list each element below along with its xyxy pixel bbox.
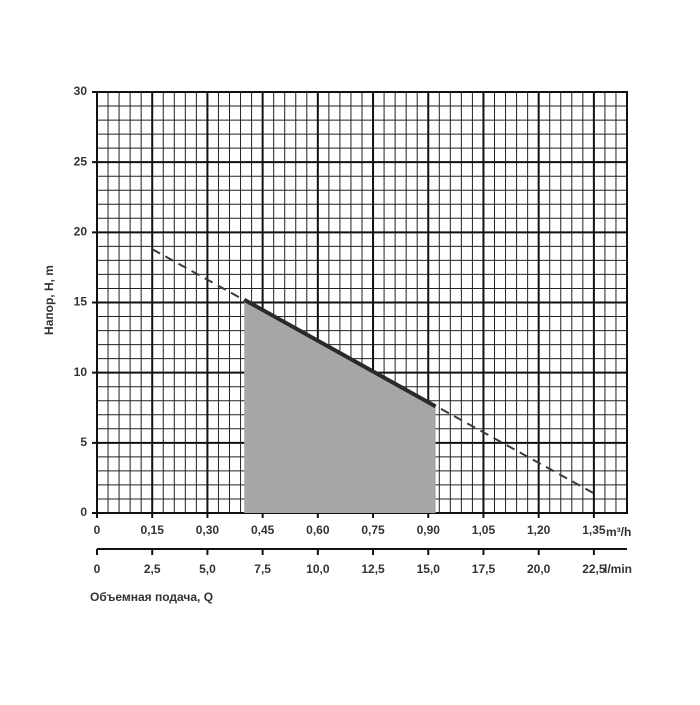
x2-tick-label: 22,5 (582, 562, 606, 576)
x2-unit: l/min (604, 562, 632, 576)
y-tick-label: 10 (74, 365, 88, 379)
x-tick-label: 0,90 (417, 523, 441, 537)
x-unit: m³/h (606, 525, 631, 539)
x-tick-label: 0,45 (251, 523, 275, 537)
x2-tick-label: 5,0 (199, 562, 216, 576)
x2-tick-label: 10,0 (306, 562, 330, 576)
curve (243, 297, 437, 409)
x-tick-label: 0,15 (141, 523, 165, 537)
x2-tick-label: 20,0 (527, 562, 551, 576)
x2-tick-label: 0 (94, 562, 101, 576)
y-tick-label: 30 (74, 84, 88, 98)
x2-tick-label: 2,5 (144, 562, 161, 576)
y-axis-label: Напор, H, m (42, 265, 56, 335)
x-tick-label: 0,75 (361, 523, 385, 537)
x-tick-label: 1,20 (527, 523, 551, 537)
y-tick-label: 5 (80, 435, 87, 449)
y-tick-label: 15 (74, 295, 88, 309)
operating-area (244, 299, 436, 513)
x-tick-label: 1,35 (582, 523, 606, 537)
curve (151, 248, 595, 495)
x2-tick-label: 17,5 (472, 562, 496, 576)
x-axis-label: Объемная подача, Q (90, 590, 213, 604)
y-tick-label: 25 (74, 154, 88, 168)
x2-tick-label: 7,5 (254, 562, 271, 576)
x-tick-label: 1,05 (472, 523, 496, 537)
y-tick-label: 20 (74, 225, 88, 239)
x2-tick-label: 12,5 (361, 562, 385, 576)
x2-tick-label: 15,0 (417, 562, 441, 576)
y-tick-label: 0 (80, 505, 87, 519)
x-tick-label: 0 (94, 523, 101, 537)
x-tick-label: 0,30 (196, 523, 220, 537)
x-tick-label: 0,60 (306, 523, 330, 537)
